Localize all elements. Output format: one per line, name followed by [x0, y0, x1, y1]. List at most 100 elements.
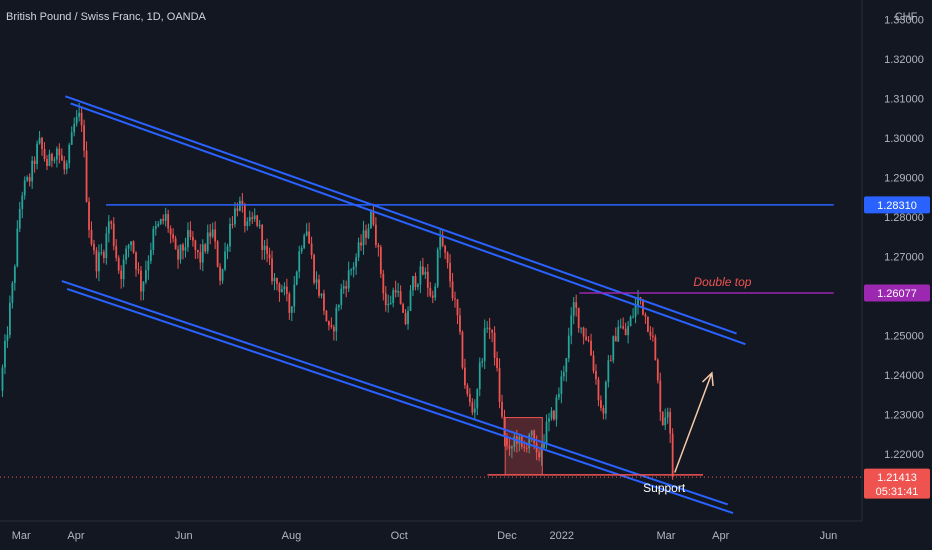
candle-body: [28, 176, 31, 182]
candle-body: [6, 334, 9, 341]
candle-body: [350, 269, 353, 271]
candle-body: [604, 381, 607, 414]
candle-body: [122, 259, 125, 280]
time-axis[interactable]: Mar Apr Jun Aug Oct Dec 2022 Mar Apr Jun: [12, 530, 838, 542]
projection-arrow-head: [701, 371, 714, 387]
candle-body: [58, 148, 61, 156]
channel-upper-2[interactable]: [70, 102, 746, 346]
candle-body: [649, 331, 652, 336]
candle-body: [194, 240, 197, 250]
candle-body: [347, 270, 350, 289]
candle-body: [51, 153, 53, 161]
candle-body: [459, 315, 461, 332]
candle-body: [216, 241, 219, 267]
time-tick-label: Apr: [712, 530, 729, 542]
price-tick-label: 1.23000: [884, 409, 924, 421]
candle-body: [483, 328, 486, 361]
candle-body: [73, 123, 76, 133]
time-tick-label: Dec: [497, 530, 517, 542]
candle-body: [298, 251, 301, 272]
candle-body: [464, 367, 466, 386]
candle-body: [389, 302, 392, 304]
price-axis-panel[interactable]: [862, 0, 932, 550]
candle-body: [152, 228, 155, 250]
candle-body: [169, 228, 172, 235]
candle-body: [290, 306, 293, 313]
candle-body: [441, 237, 444, 246]
price-tick-label: 1.29000: [884, 173, 924, 185]
candle-body: [370, 211, 372, 229]
price-axis[interactable]: 1.33000 1.32000 1.31000 1.30000 1.29000 1.280…: [884, 15, 924, 461]
candle-body: [595, 370, 597, 380]
candle-body: [90, 229, 93, 244]
candle-body: [337, 305, 340, 308]
candle-body: [305, 231, 308, 236]
price-tick-label: 1.24000: [884, 370, 924, 382]
candle-body: [379, 247, 382, 274]
candle-body: [454, 298, 456, 300]
candle-body: [65, 163, 68, 170]
candle-body: [63, 160, 66, 170]
candle-body: [597, 379, 600, 401]
candle-body: [26, 176, 29, 181]
candle-body: [501, 401, 503, 417]
candle-body: [4, 340, 6, 368]
candle-body: [619, 326, 622, 328]
chart-title: British Pound / Swiss Franc, 1D, OANDA: [6, 11, 207, 23]
price-tick-label: 1.32000: [884, 54, 924, 66]
candle-body: [231, 224, 234, 226]
channel-lower-1[interactable]: [61, 280, 729, 506]
candle-body: [201, 244, 204, 263]
candle-body: [149, 249, 152, 262]
candle-body: [478, 362, 481, 390]
candle-body: [93, 243, 95, 251]
candle-body: [656, 359, 659, 381]
candle-body: [436, 249, 439, 287]
candle-body: [671, 433, 674, 478]
candle-body: [137, 269, 140, 271]
candle-body: [456, 299, 459, 316]
candle-body: [206, 232, 209, 252]
time-tick-label: Jun: [820, 530, 838, 542]
candle-body: [357, 242, 360, 258]
candle-body: [18, 209, 21, 229]
candle-body: [1, 367, 4, 391]
candle-body: [258, 225, 261, 227]
candle-body: [429, 287, 432, 296]
candle-body: [397, 291, 400, 293]
candle-body: [75, 116, 78, 124]
time-tick-label: Mar: [12, 530, 31, 542]
candle-body: [607, 360, 610, 382]
channel-lower-2[interactable]: [66, 287, 734, 515]
candle-body: [68, 144, 71, 164]
candle-body: [550, 410, 553, 419]
candle-body: [431, 295, 434, 298]
candle-body: [229, 224, 231, 247]
candle-body: [328, 321, 330, 326]
candle-body: [533, 430, 536, 443]
candle-body: [313, 254, 315, 283]
candle-body: [651, 335, 654, 337]
candle-body: [177, 249, 179, 260]
price-tick-label: 1.31000: [884, 94, 924, 106]
candle-body: [439, 237, 442, 250]
projection-arrow[interactable]: [674, 372, 713, 473]
candle-body: [187, 230, 189, 248]
candle-body: [154, 226, 157, 229]
channel-upper-1[interactable]: [65, 95, 737, 335]
price-tick-label: 1.27000: [884, 252, 924, 264]
candle-body: [132, 241, 135, 253]
drawings-layer[interactable]: Double top Support: [0, 95, 862, 515]
price-tag-label: 1.21413: [877, 472, 917, 484]
candle-body: [647, 316, 649, 332]
candle-body: [120, 270, 123, 280]
candle-body: [182, 244, 184, 251]
candle-body: [80, 112, 83, 126]
candle-body: [23, 180, 26, 196]
candle-body: [473, 408, 476, 413]
candle-body: [617, 326, 620, 342]
candle-body: [145, 270, 147, 282]
candle-body: [196, 249, 199, 253]
